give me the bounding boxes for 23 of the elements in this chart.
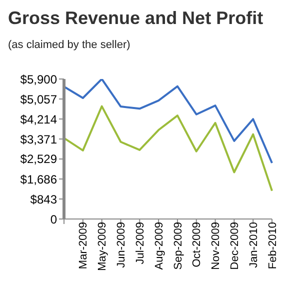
y-tick-label: $5,057 (20, 92, 58, 106)
y-tick-label: $1,686 (20, 172, 58, 186)
x-tick-label: Dec-2009 (228, 222, 241, 270)
line-series (63, 105, 273, 192)
x-tick-label: May-2009 (96, 222, 109, 271)
x-tick-label: Jan-2010 (248, 222, 260, 268)
x-tick-label: Jul-2009 (134, 222, 146, 264)
y-tick-label: $4,214 (20, 112, 58, 126)
y-tick-label: 0 (50, 212, 58, 226)
y-tick-label: $3,371 (20, 132, 58, 146)
y-tick-label: $5,900 (20, 72, 58, 86)
x-tick-label: Mar-2009 (78, 222, 90, 270)
chart-subtitle: (as claimed by the seller) (8, 39, 132, 51)
x-tick-label: Oct-2009 (191, 222, 204, 268)
x-tick-label: Nov-2009 (210, 222, 222, 270)
line-series (63, 79, 273, 164)
x-tick-label: Aug-2009 (153, 222, 166, 270)
y-tick-label: $2,529 (20, 152, 58, 166)
x-tick-label: Jun-2009 (116, 222, 128, 268)
x-tick-label: Sep-2009 (172, 222, 184, 270)
y-tick-label: $843 (30, 192, 58, 206)
chart-title: Gross Revenue and Net Profit (8, 8, 264, 29)
x-tick-label: Feb-2010 (266, 222, 279, 270)
